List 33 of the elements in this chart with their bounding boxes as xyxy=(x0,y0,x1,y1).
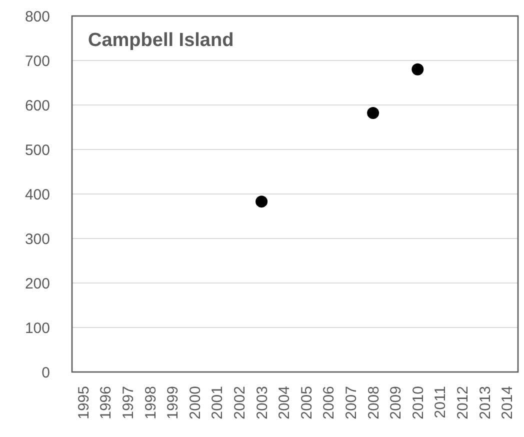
x-tick-label: 2006 xyxy=(320,386,338,420)
y-tick-label: 0 xyxy=(42,364,50,382)
point xyxy=(412,63,424,76)
x-tick-label: 2003 xyxy=(254,386,271,420)
x-tick-label: 1997 xyxy=(120,386,137,420)
x-tick-label: 1995 xyxy=(75,386,92,420)
y-tick-label: 100 xyxy=(24,320,50,337)
x-tick-label: 2002 xyxy=(232,386,248,420)
y-tick-label: 700 xyxy=(24,52,50,70)
y-tick-label: 600 xyxy=(24,97,50,114)
x-tick-label: 2010 xyxy=(410,386,427,420)
x-tick-label: 2000 xyxy=(186,386,204,420)
x-tick-label: 2005 xyxy=(298,386,316,420)
x-tick-label: 2008 xyxy=(365,386,382,420)
y-tick-label: 300 xyxy=(24,230,50,248)
y-tick-label: 200 xyxy=(24,275,50,292)
x-tick-label: 2009 xyxy=(388,386,405,420)
x-tick-label: 2007 xyxy=(343,386,360,420)
x-tick-label: 2014 xyxy=(499,386,516,420)
x-tick-label: 2004 xyxy=(276,386,294,420)
point xyxy=(256,196,268,208)
x-tick-label: 1998 xyxy=(142,386,160,420)
x-tick-label: 2013 xyxy=(476,386,494,420)
x-tick-label: 1996 xyxy=(98,386,115,420)
y-tick-label: 400 xyxy=(24,186,50,204)
x-tick-label: 1999 xyxy=(164,386,182,420)
y-tick-label: 800 xyxy=(24,8,50,26)
y-tick-label: 500 xyxy=(24,142,50,159)
text: Campbell Island xyxy=(88,30,234,51)
x-tick-label: 2012 xyxy=(454,386,472,420)
x-tick-label: 2011 xyxy=(432,386,450,418)
point xyxy=(367,107,380,120)
x-tick-label: 2001 xyxy=(209,386,226,420)
